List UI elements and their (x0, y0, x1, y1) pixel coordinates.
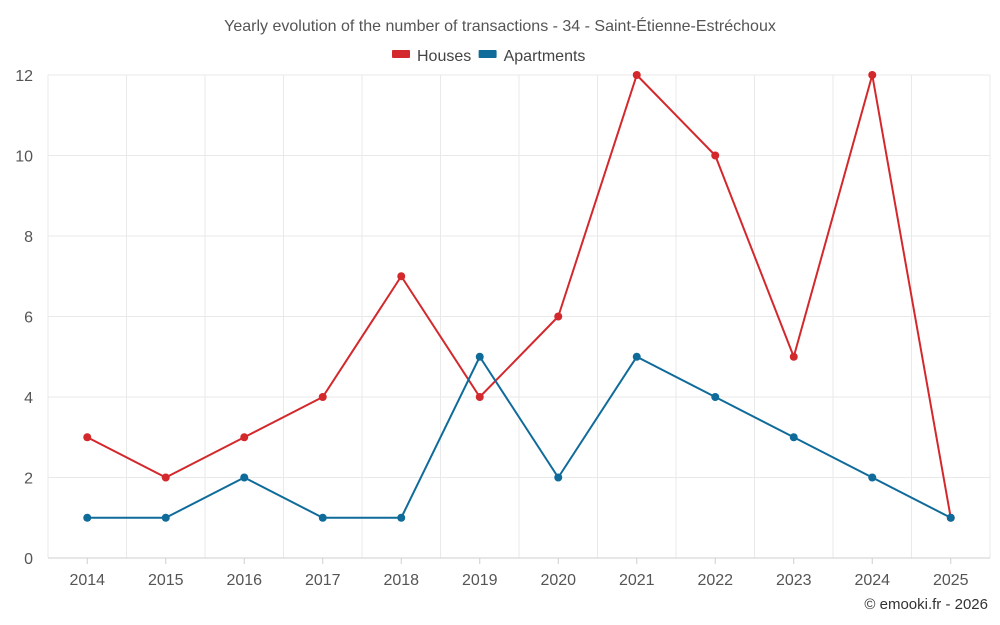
x-tick-label: 2023 (776, 572, 812, 589)
apartments-point (789, 433, 798, 442)
apartments-point (475, 352, 484, 361)
houses-point (711, 151, 720, 160)
apartments-point (161, 513, 170, 522)
y-tick-label: 8 (24, 229, 33, 246)
x-tick-label: 2021 (619, 572, 655, 589)
legend-swatch-houses (392, 50, 410, 58)
apartments-point (240, 473, 249, 482)
apartments-line (87, 355, 952, 519)
x-axis: 2014 2015 2016 2017 2018 2019 2020 2021 2022 2023… (69, 558, 969, 589)
houses-point (475, 393, 484, 401)
x-tick-label: 2017 (305, 572, 341, 589)
x-tick-label: 2025 (933, 572, 969, 589)
houses-point (83, 433, 92, 442)
x-tick-label: 2014 (69, 572, 105, 589)
legend-label-houses: Houses (417, 48, 471, 65)
series-apartments (83, 352, 955, 522)
series-houses (83, 71, 955, 522)
houses-point (789, 352, 798, 361)
apartments-point (868, 473, 877, 482)
legend: Houses Apartments (392, 48, 585, 65)
houses-point (868, 71, 877, 79)
apartments-point (397, 513, 406, 522)
credit-text: © emooki.fr - 2026 (864, 596, 988, 613)
legend-label-apartments: Apartments (504, 48, 586, 65)
x-tick-label: 2015 (148, 572, 184, 589)
chart-title: Yearly evolution of the number of transa… (224, 16, 776, 35)
houses-point (632, 71, 641, 79)
houses-point (161, 473, 170, 482)
apartments-point (554, 473, 563, 482)
apartments-point (632, 352, 641, 361)
x-tick-label: 2022 (697, 572, 733, 589)
y-tick-label: 2 (24, 471, 33, 488)
series-layer (83, 71, 955, 522)
x-tick-label: 2020 (540, 572, 576, 589)
y-tick-label: 6 (24, 310, 33, 327)
y-tick-label: 4 (24, 390, 33, 407)
x-tick-label: 2019 (462, 572, 498, 589)
x-tick-label: 2024 (854, 572, 890, 589)
houses-point (318, 393, 327, 401)
x-tick-label: 2018 (383, 572, 419, 589)
apartments-point (946, 513, 955, 522)
apartments-point (318, 513, 327, 522)
legend-swatch-apartments (478, 50, 497, 58)
y-tick-label: 12 (15, 68, 33, 85)
y-tick-label: 10 (15, 149, 33, 166)
grid-lines (47, 74, 991, 559)
y-axis: 0 2 4 6 8 10 12 (15, 68, 33, 568)
houses-line (86, 74, 952, 518)
houses-point (397, 272, 406, 281)
apartments-point (711, 393, 720, 401)
apartments-point (83, 513, 92, 522)
houses-point (240, 433, 249, 442)
x-tick-label: 2016 (226, 572, 262, 589)
y-tick-label: 0 (24, 551, 33, 568)
houses-point (554, 312, 563, 321)
